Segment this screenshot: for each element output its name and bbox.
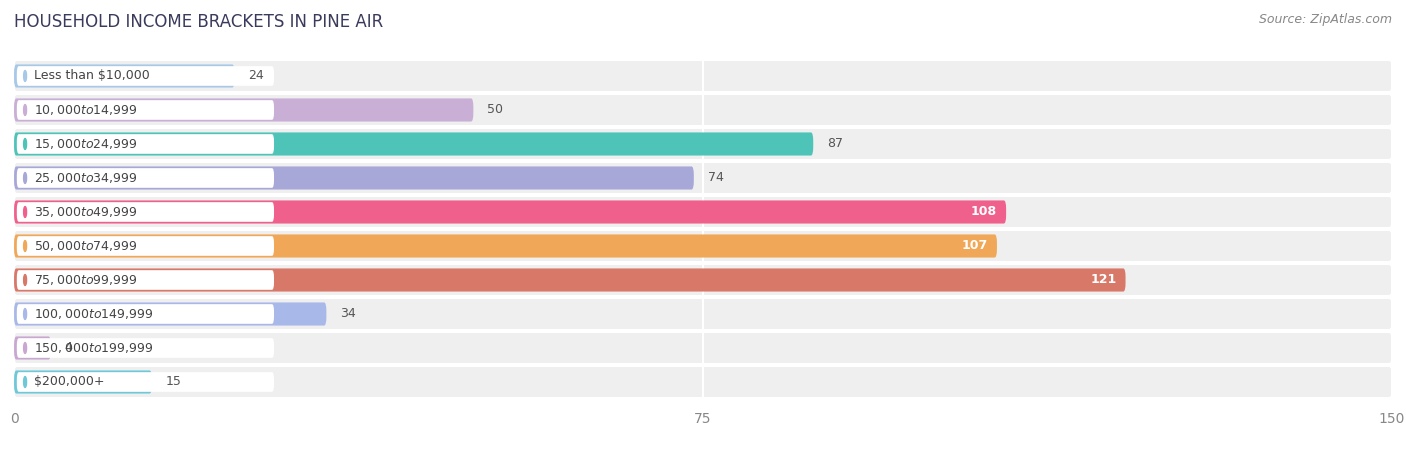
FancyBboxPatch shape xyxy=(17,304,274,324)
FancyBboxPatch shape xyxy=(17,66,274,86)
Text: $150,000 to $199,999: $150,000 to $199,999 xyxy=(34,341,153,355)
FancyBboxPatch shape xyxy=(14,299,1392,329)
FancyBboxPatch shape xyxy=(14,333,1392,363)
Circle shape xyxy=(24,241,27,251)
Text: 4: 4 xyxy=(65,342,73,355)
FancyBboxPatch shape xyxy=(17,168,274,188)
Circle shape xyxy=(24,70,27,81)
FancyBboxPatch shape xyxy=(14,370,152,394)
FancyBboxPatch shape xyxy=(14,132,813,155)
FancyBboxPatch shape xyxy=(14,95,1392,125)
Text: $100,000 to $149,999: $100,000 to $149,999 xyxy=(34,307,153,321)
FancyBboxPatch shape xyxy=(14,200,1007,224)
Text: $50,000 to $74,999: $50,000 to $74,999 xyxy=(34,239,138,253)
Circle shape xyxy=(24,343,27,353)
FancyBboxPatch shape xyxy=(17,202,274,222)
FancyBboxPatch shape xyxy=(17,372,274,392)
Text: Less than $10,000: Less than $10,000 xyxy=(34,70,150,83)
Text: $10,000 to $14,999: $10,000 to $14,999 xyxy=(34,103,138,117)
Text: $15,000 to $24,999: $15,000 to $24,999 xyxy=(34,137,138,151)
Circle shape xyxy=(24,105,27,115)
FancyBboxPatch shape xyxy=(14,61,1392,91)
FancyBboxPatch shape xyxy=(14,234,997,258)
FancyBboxPatch shape xyxy=(14,98,474,122)
Text: 50: 50 xyxy=(486,103,503,116)
Text: 87: 87 xyxy=(827,137,844,150)
FancyBboxPatch shape xyxy=(14,197,1392,227)
FancyBboxPatch shape xyxy=(14,231,1392,261)
FancyBboxPatch shape xyxy=(14,303,326,326)
FancyBboxPatch shape xyxy=(14,129,1392,159)
Text: $25,000 to $34,999: $25,000 to $34,999 xyxy=(34,171,138,185)
FancyBboxPatch shape xyxy=(17,236,274,256)
FancyBboxPatch shape xyxy=(14,163,1392,193)
Text: 74: 74 xyxy=(707,172,724,185)
Text: Source: ZipAtlas.com: Source: ZipAtlas.com xyxy=(1258,13,1392,26)
Text: 121: 121 xyxy=(1090,273,1116,286)
Text: $75,000 to $99,999: $75,000 to $99,999 xyxy=(34,273,138,287)
Text: 15: 15 xyxy=(166,375,181,388)
Circle shape xyxy=(24,172,27,184)
FancyBboxPatch shape xyxy=(14,265,1392,295)
Text: $200,000+: $200,000+ xyxy=(34,375,105,388)
Circle shape xyxy=(24,139,27,150)
Text: 24: 24 xyxy=(249,70,264,83)
Circle shape xyxy=(24,308,27,319)
FancyBboxPatch shape xyxy=(14,367,1392,397)
Circle shape xyxy=(24,377,27,387)
FancyBboxPatch shape xyxy=(14,336,51,360)
Text: 107: 107 xyxy=(962,239,988,252)
FancyBboxPatch shape xyxy=(14,64,235,88)
FancyBboxPatch shape xyxy=(17,134,274,154)
Text: HOUSEHOLD INCOME BRACKETS IN PINE AIR: HOUSEHOLD INCOME BRACKETS IN PINE AIR xyxy=(14,13,384,31)
Text: 34: 34 xyxy=(340,308,356,321)
Circle shape xyxy=(24,274,27,286)
Text: $35,000 to $49,999: $35,000 to $49,999 xyxy=(34,205,138,219)
FancyBboxPatch shape xyxy=(17,270,274,290)
FancyBboxPatch shape xyxy=(14,269,1126,291)
FancyBboxPatch shape xyxy=(17,338,274,358)
Circle shape xyxy=(24,207,27,217)
FancyBboxPatch shape xyxy=(14,167,693,189)
Text: 108: 108 xyxy=(970,206,997,219)
FancyBboxPatch shape xyxy=(17,100,274,120)
